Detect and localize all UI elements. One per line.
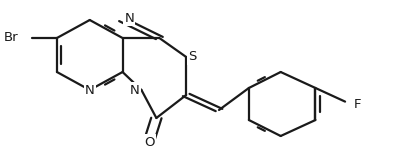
Text: F: F — [352, 97, 360, 110]
Text: S: S — [188, 51, 196, 64]
Text: N: N — [124, 12, 134, 24]
Text: Br: Br — [4, 31, 18, 45]
Text: O: O — [144, 136, 154, 149]
Text: N: N — [85, 83, 94, 97]
Text: N: N — [130, 83, 139, 97]
